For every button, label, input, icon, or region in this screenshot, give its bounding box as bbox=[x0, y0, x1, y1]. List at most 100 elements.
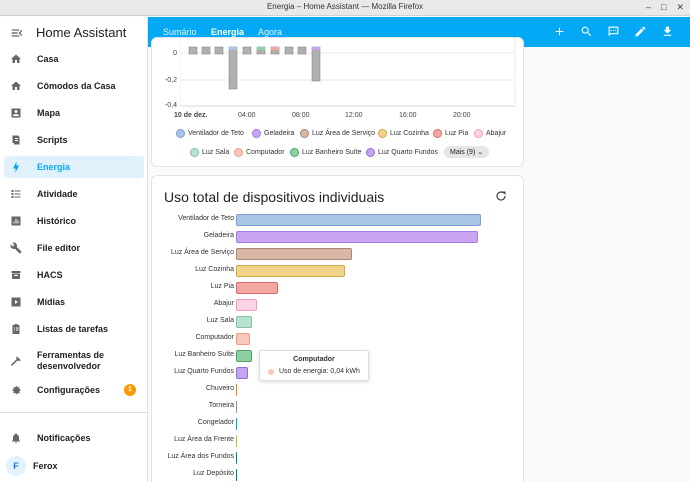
sidebar-item-scripts[interactable]: Scripts bbox=[4, 129, 144, 151]
legend-item[interactable]: Ventilador de Teto bbox=[176, 129, 244, 138]
pencil-icon[interactable] bbox=[634, 25, 647, 38]
notification-badge: 1 bbox=[124, 384, 136, 396]
sidebar-item-comodos[interactable]: Cômodos da Casa bbox=[4, 75, 144, 97]
tab-agora[interactable]: Agora bbox=[258, 27, 283, 37]
sidebar-item-mapa[interactable]: Mapa bbox=[4, 102, 144, 124]
category-label: Luz Área da Frente bbox=[174, 436, 234, 443]
close-icon[interactable]: ✕ bbox=[676, 2, 684, 12]
sidebar-item-hacs[interactable]: HACS bbox=[4, 264, 144, 286]
cog-icon bbox=[12, 386, 21, 395]
sidebar-item-midias[interactable]: Mídias bbox=[4, 291, 144, 313]
sidebar-item-notificacoes[interactable]: Notificações bbox=[4, 427, 144, 449]
sidebar-title: Home Assistant bbox=[36, 25, 127, 40]
y-tick-1: -0,2 bbox=[164, 77, 177, 84]
chart-tooltip: Computador Uso de energia: 0,04 kWh bbox=[259, 350, 369, 381]
category-label: Ventilador de Teto bbox=[178, 215, 234, 222]
script-icon bbox=[12, 135, 20, 145]
legend-item[interactable]: Luz Cozinha bbox=[378, 129, 429, 138]
x-tick-2: 08:00 bbox=[292, 112, 310, 119]
sidebar: Home Assistant Casa Cômodos da Casa Mapa… bbox=[0, 17, 148, 482]
lightning-bolt-icon bbox=[13, 161, 19, 173]
sidebar-item-atividade[interactable]: Atividade bbox=[4, 183, 144, 205]
message-icon[interactable] bbox=[607, 25, 620, 38]
bar[interactable] bbox=[236, 435, 237, 447]
tooltip-title: Computador bbox=[293, 356, 335, 363]
bar[interactable] bbox=[236, 469, 237, 481]
legend-item[interactable]: Luz Banheiro Suíte bbox=[290, 148, 362, 157]
bar[interactable] bbox=[236, 316, 252, 328]
search-icon[interactable] bbox=[580, 25, 593, 38]
category-label: Torneira bbox=[208, 402, 234, 409]
x-tick-3: 12:00 bbox=[345, 112, 363, 119]
sidebar-item-file-editor[interactable]: File editor bbox=[4, 237, 144, 259]
sidebar-item-configuracoes[interactable]: Configurações 1 bbox=[4, 379, 144, 401]
card-title: Uso total de dispositivos individuais bbox=[164, 189, 385, 205]
bar[interactable] bbox=[236, 384, 237, 396]
account-box-icon bbox=[11, 108, 21, 118]
y-tick-2: -0,4 bbox=[164, 102, 177, 109]
bar[interactable] bbox=[236, 282, 278, 294]
time-series-chart bbox=[180, 38, 516, 107]
sidebar-item-user[interactable]: F Ferox bbox=[4, 454, 144, 478]
window-title: Energia – Home Assistant — Mozilla Firef… bbox=[266, 2, 424, 11]
legend-more-button[interactable]: Mais (9) ⌄ bbox=[444, 146, 490, 158]
sidebar-item-ferramentas[interactable]: Ferramentas de desenvolvedor bbox=[4, 347, 144, 375]
clipboard-list-icon bbox=[12, 324, 20, 334]
sidebar-divider bbox=[0, 412, 148, 413]
device-usage-card: Uso total de dispositivos individuais Ve… bbox=[151, 175, 524, 482]
tab-sumario[interactable]: Sumário bbox=[163, 27, 197, 37]
legend-item[interactable]: Luz Quarto Fundos bbox=[366, 148, 438, 157]
play-box-icon bbox=[11, 297, 21, 307]
sidebar-item-casa[interactable]: Casa bbox=[4, 48, 144, 70]
list-icon bbox=[11, 190, 21, 198]
stacked-bars bbox=[188, 46, 321, 90]
bar[interactable] bbox=[236, 350, 252, 362]
home-icon bbox=[11, 54, 21, 63]
maximize-icon[interactable]: □ bbox=[661, 2, 667, 12]
wrench-icon bbox=[10, 242, 22, 254]
category-label: Luz Área dos Fundos bbox=[167, 453, 234, 460]
sidebar-item-energia[interactable]: Energia bbox=[4, 156, 144, 178]
category-labels: Ventilador de Teto Geladeira Luz Área de S… bbox=[152, 176, 234, 482]
chart-box-icon bbox=[11, 216, 21, 226]
category-label: Luz Área de Serviço bbox=[170, 249, 234, 256]
legend-item[interactable]: Abajur bbox=[474, 129, 506, 138]
bar[interactable] bbox=[236, 367, 249, 379]
bar[interactable] bbox=[236, 418, 237, 430]
home-icon bbox=[11, 81, 21, 90]
legend-item[interactable]: Computador bbox=[234, 148, 285, 157]
sidebar-item-historico[interactable]: Histórico bbox=[4, 210, 144, 232]
x-tick-5: 20:00 bbox=[453, 112, 471, 119]
category-label: Congelador bbox=[197, 419, 234, 426]
download-icon[interactable] bbox=[661, 25, 674, 38]
refresh-icon[interactable] bbox=[495, 190, 507, 202]
tooltip-color-dot bbox=[268, 368, 274, 375]
legend-item[interactable]: Geladeira bbox=[252, 129, 294, 138]
y-tick-0: 0 bbox=[173, 50, 177, 57]
bar[interactable] bbox=[236, 214, 481, 226]
category-label: Luz Pia bbox=[210, 283, 234, 290]
x-tick-1: 04:00 bbox=[238, 112, 256, 119]
category-label: Luz Sala bbox=[206, 317, 234, 324]
bar[interactable] bbox=[236, 231, 478, 243]
plus-icon[interactable] bbox=[553, 25, 566, 38]
bar[interactable] bbox=[236, 401, 237, 413]
bar[interactable] bbox=[236, 299, 257, 311]
bar-area bbox=[236, 176, 496, 482]
minimize-icon[interactable]: – bbox=[646, 2, 652, 12]
bar[interactable] bbox=[236, 248, 352, 260]
hacs-icon bbox=[11, 271, 21, 279]
hammer-icon bbox=[11, 356, 21, 366]
x-tick-4: 16:00 bbox=[399, 112, 417, 119]
category-label: Abajur bbox=[213, 300, 234, 307]
sidebar-item-listas[interactable]: Listas de tarefas bbox=[4, 318, 144, 340]
legend-item[interactable]: Luz Área de Serviço bbox=[300, 129, 375, 138]
legend-item[interactable]: Luz Pia bbox=[433, 129, 468, 138]
bar[interactable] bbox=[236, 333, 250, 345]
legend-item[interactable]: Luz Sala bbox=[190, 148, 229, 157]
category-label: Luz Banheiro Suíte bbox=[174, 351, 234, 358]
menu-open-icon[interactable] bbox=[10, 26, 24, 40]
category-label: Luz Quarto Fundos bbox=[174, 368, 234, 375]
bar[interactable] bbox=[236, 452, 237, 464]
bar[interactable] bbox=[236, 265, 345, 277]
